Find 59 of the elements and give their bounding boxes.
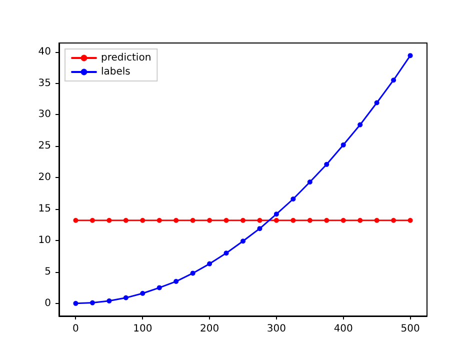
x-tick-label: 300 xyxy=(266,324,286,334)
point xyxy=(391,78,396,83)
x-tick-label: 0 xyxy=(72,324,79,334)
y-tick-label: 15 xyxy=(38,204,51,215)
point xyxy=(240,218,246,223)
point xyxy=(73,300,78,306)
point xyxy=(374,100,380,106)
legend-label: prediction xyxy=(101,52,152,64)
point xyxy=(290,218,296,223)
point xyxy=(123,218,128,223)
point xyxy=(307,180,312,185)
point xyxy=(140,290,146,296)
y-tick-label: 30 xyxy=(38,109,51,120)
point xyxy=(274,212,279,217)
point xyxy=(207,261,212,266)
y-tick-label: 35 xyxy=(38,78,51,89)
x-tick-label: 400 xyxy=(334,324,353,334)
point xyxy=(257,218,262,223)
point xyxy=(190,218,196,223)
point xyxy=(324,218,330,223)
point xyxy=(106,298,112,304)
point xyxy=(408,53,413,58)
point xyxy=(324,162,330,167)
legend-label: labels xyxy=(101,66,130,78)
point xyxy=(73,218,78,223)
point xyxy=(106,218,112,223)
point xyxy=(274,218,279,223)
point xyxy=(190,270,196,276)
y-tick-label: 40 xyxy=(38,46,51,58)
point xyxy=(90,218,95,223)
point xyxy=(156,285,162,290)
point xyxy=(358,218,363,223)
point xyxy=(340,218,346,223)
point xyxy=(307,218,312,223)
point xyxy=(391,218,396,223)
point xyxy=(224,218,229,223)
point xyxy=(90,300,95,306)
point xyxy=(240,238,246,244)
y-tick-label: 20 xyxy=(38,172,51,184)
point xyxy=(140,218,146,223)
point xyxy=(174,218,179,223)
point xyxy=(174,278,179,284)
x-tick-label: 100 xyxy=(133,324,152,334)
point xyxy=(207,218,212,223)
point xyxy=(374,218,380,223)
x-tick-label: 200 xyxy=(200,324,220,334)
point xyxy=(408,218,413,223)
point xyxy=(290,196,296,202)
point xyxy=(156,218,162,223)
y-tick-label: 5 xyxy=(44,266,51,278)
point xyxy=(257,226,262,232)
point xyxy=(340,142,346,148)
y-tick-label: 0 xyxy=(44,298,51,309)
point xyxy=(358,122,363,128)
point xyxy=(224,250,229,256)
y-tick-label: 10 xyxy=(38,235,51,246)
y-tick-label: 25 xyxy=(38,140,51,152)
point xyxy=(123,295,128,300)
x-tick-label: 500 xyxy=(400,324,420,334)
